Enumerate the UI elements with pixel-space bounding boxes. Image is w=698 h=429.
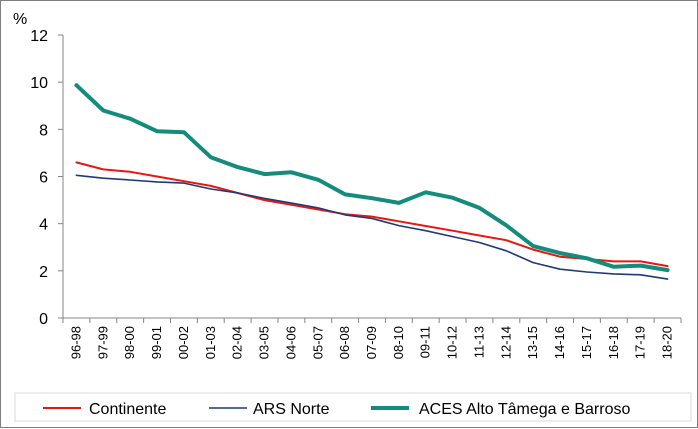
x-tick-label: 97-99 [95, 326, 110, 359]
x-tick-label: 15-17 [579, 326, 594, 359]
axes [62, 35, 681, 319]
x-tick-label: 10-12 [445, 326, 460, 359]
x-tick-label: 14-16 [552, 326, 567, 359]
y-tick-label: 12 [30, 28, 48, 45]
series-line-aces-alto-tamega-e-barroso [74, 83, 670, 273]
x-axis-ticks: 96-98 97-99 98-00 99-01 00-02 01-03 02-04 03-05… [62, 318, 682, 359]
x-tick-label: 11-13 [471, 326, 486, 358]
x-tick-label: 04-06 [283, 326, 298, 359]
x-tick-label: 17-19 [633, 326, 648, 359]
y-tick-label: 4 [39, 217, 48, 234]
series-line-ars-norte [75, 174, 669, 280]
y-tick-label: 10 [30, 75, 48, 92]
legend: Continente ARS Norte ACES Alto Tâmega e Ba… [14, 392, 692, 422]
y-tick-label: 6 [39, 170, 48, 187]
x-tick-label: 99-01 [149, 326, 164, 359]
x-tick-label: 18-20 [660, 326, 675, 359]
legend-box [14, 392, 692, 422]
x-tick-label: 02-04 [230, 326, 245, 359]
x-tick-label: 12-14 [498, 326, 513, 359]
legend-label: Continente [89, 401, 166, 418]
x-tick-label: 09-11 [418, 326, 433, 358]
series-line-continente [75, 161, 669, 268]
x-tick-label: 05-07 [310, 326, 325, 359]
y-tick-label: 0 [39, 311, 48, 328]
x-tick-label: 06-08 [337, 326, 352, 359]
x-tick-label: 13-15 [525, 326, 540, 359]
x-tick-label: 08-10 [391, 326, 406, 359]
x-tick-label: 07-09 [364, 326, 379, 359]
y-tick-label: 2 [39, 264, 48, 281]
series-lines [74, 83, 670, 280]
x-tick-label: 16-18 [606, 326, 621, 359]
x-tick-label: 96-98 [68, 326, 83, 359]
y-tick-label: 8 [39, 122, 48, 139]
legend-label: ACES Alto Tâmega e Barroso [419, 401, 630, 418]
x-tick-label: 00-02 [176, 326, 191, 359]
x-tick-label: 98-00 [122, 326, 137, 359]
y-axis-ticks: 0 2 4 6 8 10 12 [30, 28, 63, 328]
x-tick-label: 03-05 [257, 326, 272, 359]
x-tick-label: 01-03 [203, 326, 218, 359]
legend-label: ARS Norte [253, 401, 330, 418]
y-axis-unit-label: % [13, 11, 27, 28]
